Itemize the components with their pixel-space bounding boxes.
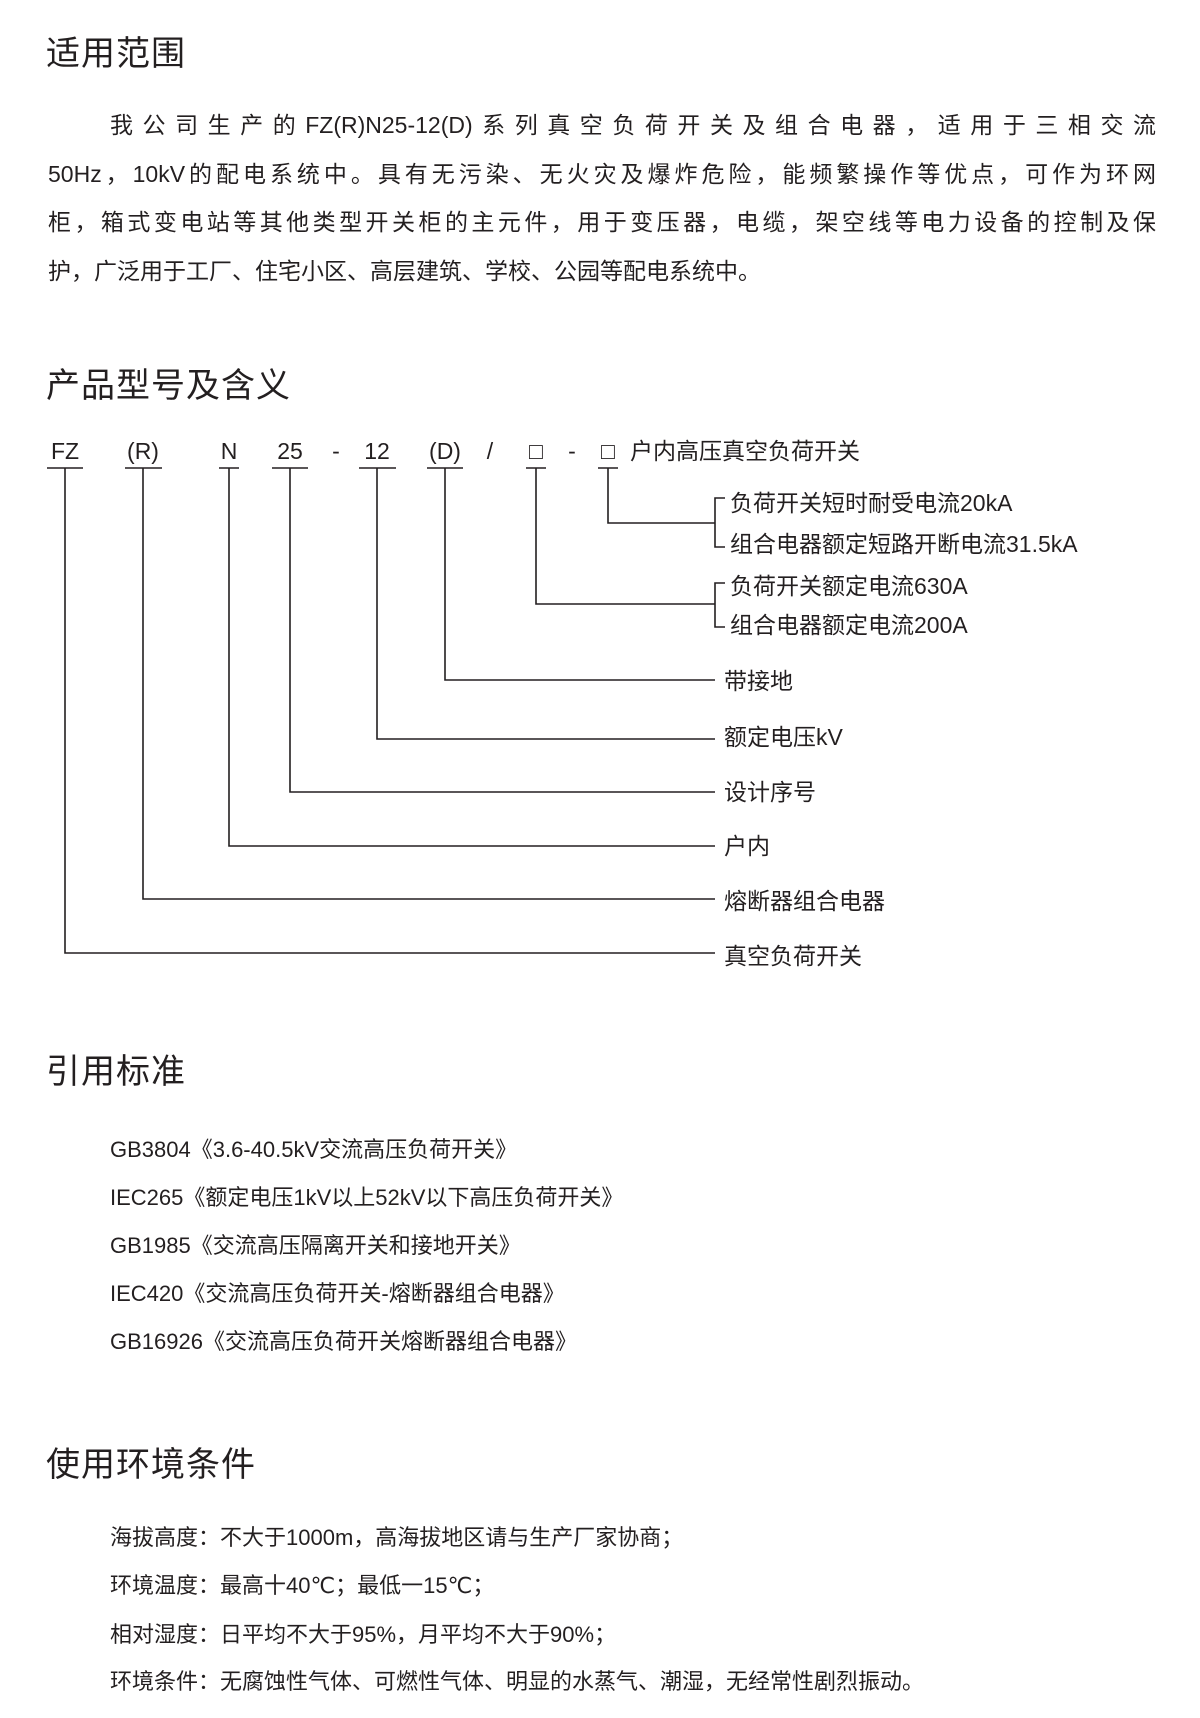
code-r: (R) — [127, 438, 159, 464]
leader-d — [444, 468, 715, 681]
meaning-box2-b: 组合电器额定短路开断电流31.5kA — [730, 531, 1078, 557]
code-box2: □ — [601, 438, 615, 464]
leader-fz — [64, 468, 715, 954]
meaning-box1-b: 组合电器额定电流200A — [730, 612, 968, 638]
product-name: 户内高压真空负荷开关 — [630, 438, 860, 464]
code-dash: - — [332, 438, 340, 464]
meaning-12: 额定电压kV — [724, 724, 843, 750]
code-fz: FZ — [50, 438, 80, 464]
environment-item: 环境温度：最高十40℃；最低一15℃； — [110, 1573, 495, 1598]
meaning-r: 熔断器组合电器 — [724, 888, 885, 914]
leader-n — [228, 468, 715, 847]
meaning-25: 设计序号 — [724, 779, 816, 805]
standard-item: IEC265《额定电压1kV以上52kV以下高压负荷开关》 — [110, 1185, 624, 1210]
meaning-fz: 真空负荷开关 — [724, 943, 862, 969]
code-slash: / — [486, 438, 494, 464]
environment-item: 海拔高度：不大于1000m，高海拔地区请与生产厂家协商； — [110, 1525, 684, 1550]
section-title-environment: 使用环境条件 — [46, 1446, 256, 1484]
code-dash: - — [568, 438, 576, 464]
leader-box2 — [607, 468, 715, 524]
bracket-box1 — [714, 582, 725, 628]
paragraph-line: 我公司生产的FZ(R)N25-12(D)系列真空负荷开关及组合电器，适用于三相交… — [110, 112, 1156, 138]
standard-item: GB16926《交流高压负荷开关熔断器组合电器》 — [110, 1329, 577, 1354]
standard-item: GB1985《交流高压隔离开关和接地开关》 — [110, 1233, 521, 1258]
diagram-lines — [47, 467, 725, 954]
bracket-box2 — [714, 497, 725, 548]
code-12: 12 — [364, 438, 390, 464]
meaning-box1-a: 负荷开关额定电流630A — [730, 573, 968, 599]
meaning-d: 带接地 — [724, 668, 793, 694]
standard-item: IEC420《交流高压负荷开关-熔断器组合电器》 — [110, 1281, 565, 1306]
section-title-model: 产品型号及含义 — [46, 367, 291, 405]
leader-r — [142, 468, 715, 900]
section-title-standards: 引用标准 — [46, 1053, 186, 1091]
environment-item: 环境条件：无腐蚀性气体、可燃性气体、明显的水蒸气、潮湿，无经常性剧烈振动。 — [110, 1669, 925, 1694]
standard-item: GB3804《3.6-40.5kV交流高压负荷开关》 — [110, 1137, 518, 1162]
leader-25 — [289, 468, 715, 793]
environment-item: 相对湿度：日平均不大于95%，月平均不大于90%； — [110, 1622, 617, 1647]
code-box1: □ — [529, 438, 543, 464]
code-25: 25 — [277, 438, 303, 464]
meaning-n: 户内 — [724, 833, 770, 859]
paragraph-line: 柜，箱式变电站等其他类型开关柜的主元件，用于变压器，电缆，架空线等电力设备的控制… — [48, 209, 1156, 235]
code-d: (D) — [429, 438, 461, 464]
leader-12 — [376, 468, 715, 740]
paragraph-line: 护，广泛用于工厂、住宅小区、高层建筑、学校、公园等配电系统中。 — [48, 257, 761, 284]
section-title-scope: 适用范围 — [46, 35, 186, 73]
meaning-box2-a: 负荷开关短时耐受电流20kA — [730, 490, 1013, 516]
paragraph-line: 50Hz，10kV的配电系统中。具有无污染、无火灾及爆炸危险，能频繁操作等优点，… — [48, 160, 1156, 187]
leader-box1 — [535, 468, 715, 605]
scope-paragraph: 我公司生产的FZ(R)N25-12(D)系列真空负荷开关及组合电器，适用于三相交… — [48, 101, 1156, 295]
code-n: N — [220, 438, 238, 464]
